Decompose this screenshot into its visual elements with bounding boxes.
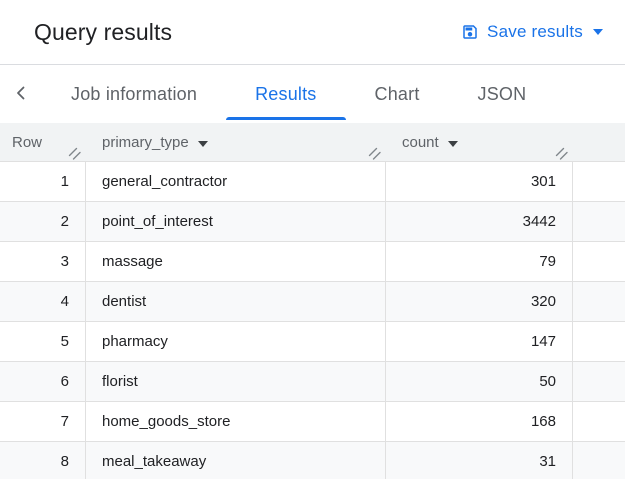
table-row: 4 dentist 320 [0,282,625,322]
table-row: 2 point_of_interest 3442 [0,202,625,242]
cell-primary-type: massage [86,242,386,282]
cell-count: 320 [386,282,573,322]
cell-row-number: 2 [0,202,86,242]
tab-results[interactable]: Results [226,65,346,123]
column-menu-primary-type[interactable]: primary_type [102,134,208,151]
tab-list: Job information Results Chart JSON [42,65,555,123]
cell-row-number: 8 [0,442,86,479]
results-tab-bar: Job information Results Chart JSON [0,64,625,123]
page-title: Query results [34,18,173,45]
cell-primary-type: meal_takeaway [86,442,386,479]
column-header-primary-type-label: primary_type [102,133,189,151]
cell-filler [573,162,625,202]
tab-chart[interactable]: Chart [346,65,449,123]
tab-label: Chart [374,83,420,104]
table-header-row: Row primary_type [0,123,625,162]
cell-row-number: 7 [0,402,86,442]
cell-primary-type: dentist [86,282,386,322]
save-results-button[interactable]: Save results [453,16,611,48]
save-icon [461,23,479,41]
results-grid: Row primary_type [0,123,625,479]
cell-count: 147 [386,322,573,362]
cell-filler [573,402,625,442]
table-row: 3 massage 79 [0,242,625,282]
column-menu-caret-icon [197,134,208,151]
table-row: 8 meal_takeaway 31 [0,442,625,479]
column-header-count-label: count [402,133,439,151]
tab-label: JSON [477,83,527,104]
tab-label: Results [255,83,317,104]
cell-count: 79 [386,242,573,282]
cell-row-number: 3 [0,242,86,282]
cell-row-number: 4 [0,282,86,322]
table-row: 1 general_contractor 301 [0,162,625,202]
column-resize-handle[interactable] [367,146,381,160]
cell-primary-type: point_of_interest [86,202,386,242]
column-resize-handle[interactable] [67,146,81,160]
caret-down-icon [593,29,603,35]
column-header-count: count [386,123,573,161]
cell-count: 3442 [386,202,573,242]
cell-primary-type: pharmacy [86,322,386,362]
cell-primary-type: general_contractor [86,162,386,202]
cell-filler [573,362,625,402]
table-body: 1 general_contractor 301 2 point_of_inte… [0,162,625,479]
cell-row-number: 6 [0,362,86,402]
cell-primary-type: florist [86,362,386,402]
cell-row-number: 5 [0,322,86,362]
column-resize-handle[interactable] [554,146,568,160]
titlebar: Query results Save results [0,0,625,64]
column-header-row-label: Row [12,133,43,151]
table-row: 7 home_goods_store 168 [0,402,625,442]
table-row: 6 florist 50 [0,362,625,402]
cell-row-number: 1 [0,162,86,202]
tab-json[interactable]: JSON [449,65,556,123]
cell-filler [573,322,625,362]
cell-count: 301 [386,162,573,202]
cell-primary-type: home_goods_store [86,402,386,442]
cell-count: 50 [386,362,573,402]
table-row: 5 pharmacy 147 [0,322,625,362]
cell-count: 168 [386,402,573,442]
cell-filler [573,282,625,322]
chevron-left-icon [13,85,29,104]
column-header-primary-type: primary_type [86,123,386,161]
column-menu-count[interactable]: count [402,134,458,151]
column-header-filler [573,123,625,161]
cell-filler [573,202,625,242]
column-menu-caret-icon [447,134,458,151]
cell-filler [573,242,625,282]
column-header-row: Row [0,123,86,161]
cell-count: 31 [386,442,573,479]
save-results-label: Save results [487,22,583,41]
scroll-tabs-left-button[interactable] [0,65,42,123]
active-tab-underline [226,117,346,120]
cell-filler [573,442,625,479]
tab-label: Job information [71,83,198,104]
tab-job-information[interactable]: Job information [42,65,226,123]
